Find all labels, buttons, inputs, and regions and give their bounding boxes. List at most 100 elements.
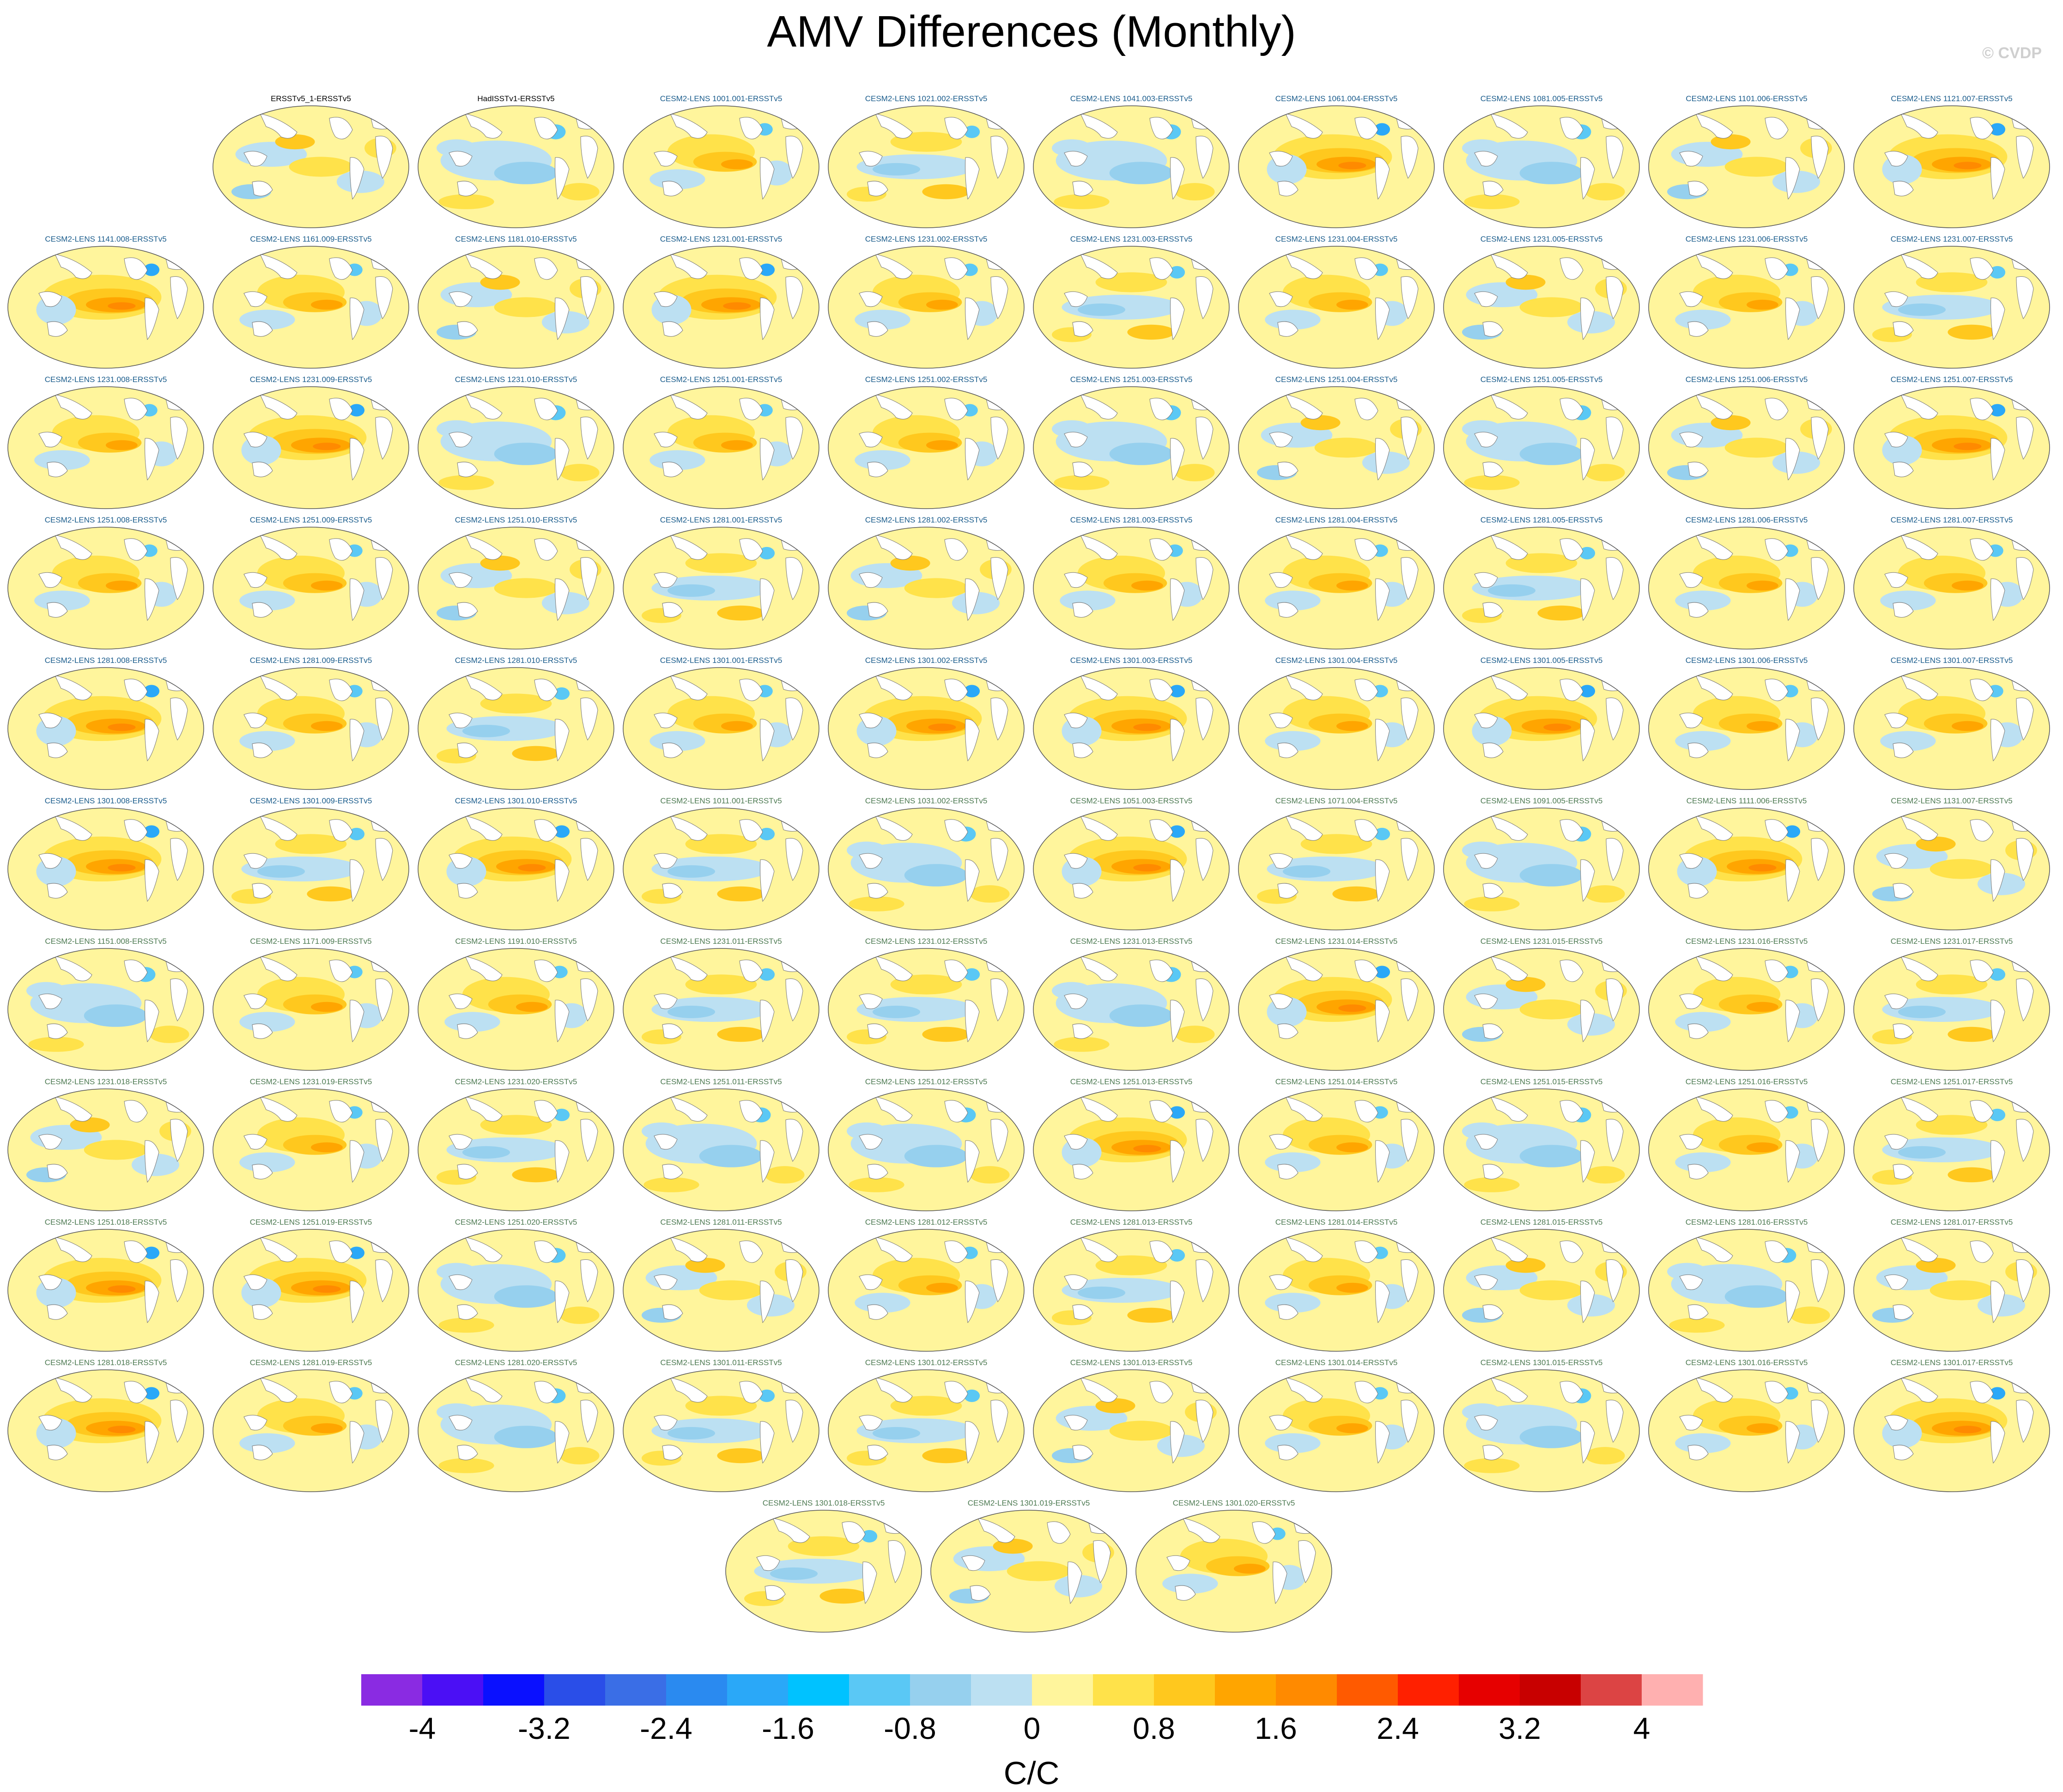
anomaly-region — [84, 1004, 148, 1027]
land-mask — [2016, 698, 2034, 741]
land-mask — [38, 291, 62, 307]
map-border — [1443, 527, 1640, 650]
panel-title: CESM2-LENS 1231.016-ERSSTv5 — [1685, 937, 1808, 946]
land-mask — [1900, 254, 1938, 279]
globe-map — [828, 527, 1025, 650]
land-mask — [1064, 853, 1088, 869]
map-border — [1238, 948, 1435, 1071]
anomaly-region — [84, 1140, 148, 1160]
anomaly-region — [643, 1177, 699, 1192]
land-mask — [1884, 712, 1908, 729]
land-mask — [170, 276, 188, 320]
anomaly-region — [494, 443, 558, 465]
land-mask — [944, 819, 968, 842]
anomaly-region — [1898, 1005, 1946, 1018]
map-border — [212, 667, 409, 790]
anomaly-region — [1133, 864, 1161, 872]
map-panel: CESM2-LENS 1001.001-ERSSTv5 — [622, 94, 820, 229]
anomaly-region — [1052, 982, 1092, 1000]
map-border — [1238, 105, 1435, 228]
land-mask — [1679, 572, 1703, 588]
globe-map — [828, 246, 1025, 369]
map-border — [1648, 105, 1845, 228]
globe-map — [1238, 948, 1435, 1071]
land-mask — [965, 719, 980, 762]
map-border — [1033, 527, 1230, 650]
panel-title: CESM2-LENS 1231.015-ERSSTv5 — [1480, 937, 1603, 946]
panel-title: CESM2-LENS 1281.010-ERSSTv5 — [455, 656, 577, 665]
land-mask — [1482, 742, 1504, 758]
globe-map — [1853, 105, 2050, 228]
anomaly-region — [1898, 303, 1946, 316]
panel-title: CESM2-LENS 1251.010-ERSSTv5 — [455, 516, 577, 524]
land-mask — [580, 698, 598, 741]
land-mask — [1893, 602, 1914, 618]
panel-title: CESM2-LENS 1281.001-ERSSTv5 — [660, 516, 783, 524]
land-mask — [1482, 1023, 1504, 1039]
land-mask — [580, 557, 598, 601]
land-mask — [670, 956, 708, 981]
land-mask — [859, 151, 883, 167]
land-mask — [1170, 719, 1185, 762]
land-mask — [1884, 291, 1908, 307]
map-border — [1238, 667, 1435, 790]
land-mask — [654, 572, 678, 588]
land-mask — [2016, 978, 2034, 1022]
anomaly-region — [108, 723, 136, 731]
land-mask — [124, 257, 148, 280]
land-mask — [252, 1164, 273, 1179]
anomaly-region — [1462, 420, 1502, 438]
land-mask — [1285, 956, 1323, 981]
anomaly-region — [1336, 721, 1368, 731]
globe-map — [623, 246, 819, 369]
land-mask — [670, 1096, 708, 1122]
map-border — [1853, 105, 2050, 228]
globe-map — [1238, 246, 1435, 369]
land-mask — [1277, 1023, 1298, 1039]
land-mask — [1490, 535, 1528, 560]
land-mask — [875, 675, 913, 700]
land-mask — [1893, 462, 1914, 477]
anomaly-region — [1579, 547, 1596, 559]
land-mask — [55, 254, 92, 279]
anomaly-region — [348, 827, 365, 840]
land-mask — [1474, 993, 1498, 1009]
land-mask — [1170, 1000, 1185, 1043]
anomaly-region — [1954, 443, 1982, 450]
panel-title: CESM2-LENS 1301.005-ERSSTv5 — [1480, 656, 1603, 665]
land-mask — [1970, 257, 1994, 280]
land-mask — [465, 535, 503, 560]
panel-title: CESM2-LENS 1161.009-ERSSTv5 — [250, 235, 372, 243]
panel-title: CESM2-LENS 1301.009-ERSSTv5 — [249, 796, 372, 805]
panel-title: CESM2-LENS 1231.010-ERSSTv5 — [455, 375, 577, 384]
colorbar-box — [1337, 1674, 1398, 1706]
land-mask — [1080, 113, 1118, 139]
land-mask — [760, 859, 775, 902]
anomaly-region — [1336, 299, 1368, 310]
land-mask — [375, 838, 393, 881]
land-mask — [867, 602, 888, 618]
map-panel: CESM2-LENS 1251.005-ERSSTv5 — [1442, 375, 1641, 510]
land-mask — [1080, 394, 1118, 419]
panel-title: CESM2-LENS 1231.014-ERSSTv5 — [1275, 937, 1398, 946]
land-mask — [867, 321, 888, 337]
land-mask — [859, 712, 883, 729]
globe-map — [828, 1088, 1025, 1211]
map-border — [828, 808, 1025, 930]
land-mask — [329, 257, 353, 280]
land-mask — [124, 398, 148, 420]
globe-map — [1648, 808, 1845, 930]
land-mask — [944, 257, 968, 280]
land-mask — [375, 136, 393, 179]
colorbar-box — [910, 1674, 971, 1706]
land-mask — [1354, 257, 1378, 280]
globe-map — [7, 527, 204, 650]
land-mask — [350, 298, 364, 340]
land-mask — [534, 117, 558, 140]
map-border — [1853, 527, 2050, 650]
map-border — [1648, 246, 1845, 369]
land-mask — [1695, 675, 1733, 700]
anomaly-region — [872, 163, 921, 176]
land-mask — [1354, 819, 1378, 842]
land-mask — [670, 675, 708, 700]
